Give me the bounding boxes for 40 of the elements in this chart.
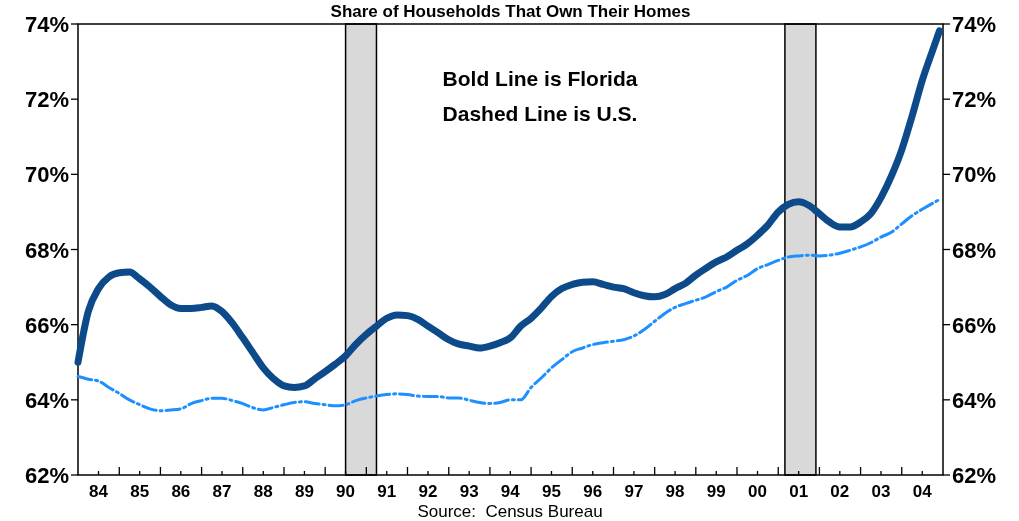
y2-tick-label: 64% — [952, 387, 997, 413]
x-tick-label: 87 — [212, 482, 232, 501]
x-tick-label: 92 — [418, 482, 438, 501]
y-tick-label: 70% — [24, 162, 69, 188]
y-tick-label: 68% — [24, 237, 69, 263]
x-tick-label: 88 — [253, 482, 273, 501]
y2-tick-label: 74% — [952, 12, 997, 37]
x-tick-label: 91 — [377, 482, 397, 501]
x-tick-label: 90 — [336, 482, 356, 501]
annotation: Dashed Line is U.S. — [442, 102, 638, 125]
line-series — [76, 198, 941, 413]
x-tick-label: 86 — [171, 482, 191, 501]
y2-tick-label: 62% — [952, 463, 997, 488]
x-tick-label: 97 — [624, 482, 644, 501]
x-tick-label: 93 — [459, 482, 479, 501]
annotation: Bold Line is Florida — [442, 67, 638, 90]
y-tick-label: 72% — [24, 87, 69, 113]
x-tick-label: 02 — [830, 482, 850, 501]
y2-tick-label: 70% — [952, 162, 997, 188]
y2-tick-label: 72% — [952, 87, 997, 113]
y2-tick-label: 66% — [952, 312, 997, 338]
y-tick-label: 66% — [24, 312, 69, 338]
x-tick-label: 01 — [789, 482, 809, 501]
x-tick-label: 98 — [665, 482, 685, 501]
y-tick-label: 62% — [24, 463, 69, 488]
x-tick-label: 00 — [748, 482, 767, 501]
x-tick-label: 94 — [500, 482, 521, 501]
x-tick-label: 95 — [542, 482, 561, 501]
chart-title: Share of Households That Own Their Homes — [330, 2, 691, 21]
x-tick-label: 89 — [294, 482, 314, 501]
x-tick-label: 99 — [706, 482, 726, 501]
x-tick-label: 96 — [583, 482, 603, 501]
source-note: Source: Census Bureau — [417, 502, 603, 521]
x-tick-label: 03 — [871, 482, 891, 501]
x-tick-label: 04 — [912, 482, 933, 501]
y-tick-label: 74% — [24, 12, 69, 37]
y2-tick-label: 68% — [952, 237, 997, 263]
x-tick-label: 84 — [89, 482, 109, 501]
y-tick-label: 64% — [24, 387, 69, 413]
x-tick-label: 85 — [130, 482, 150, 501]
